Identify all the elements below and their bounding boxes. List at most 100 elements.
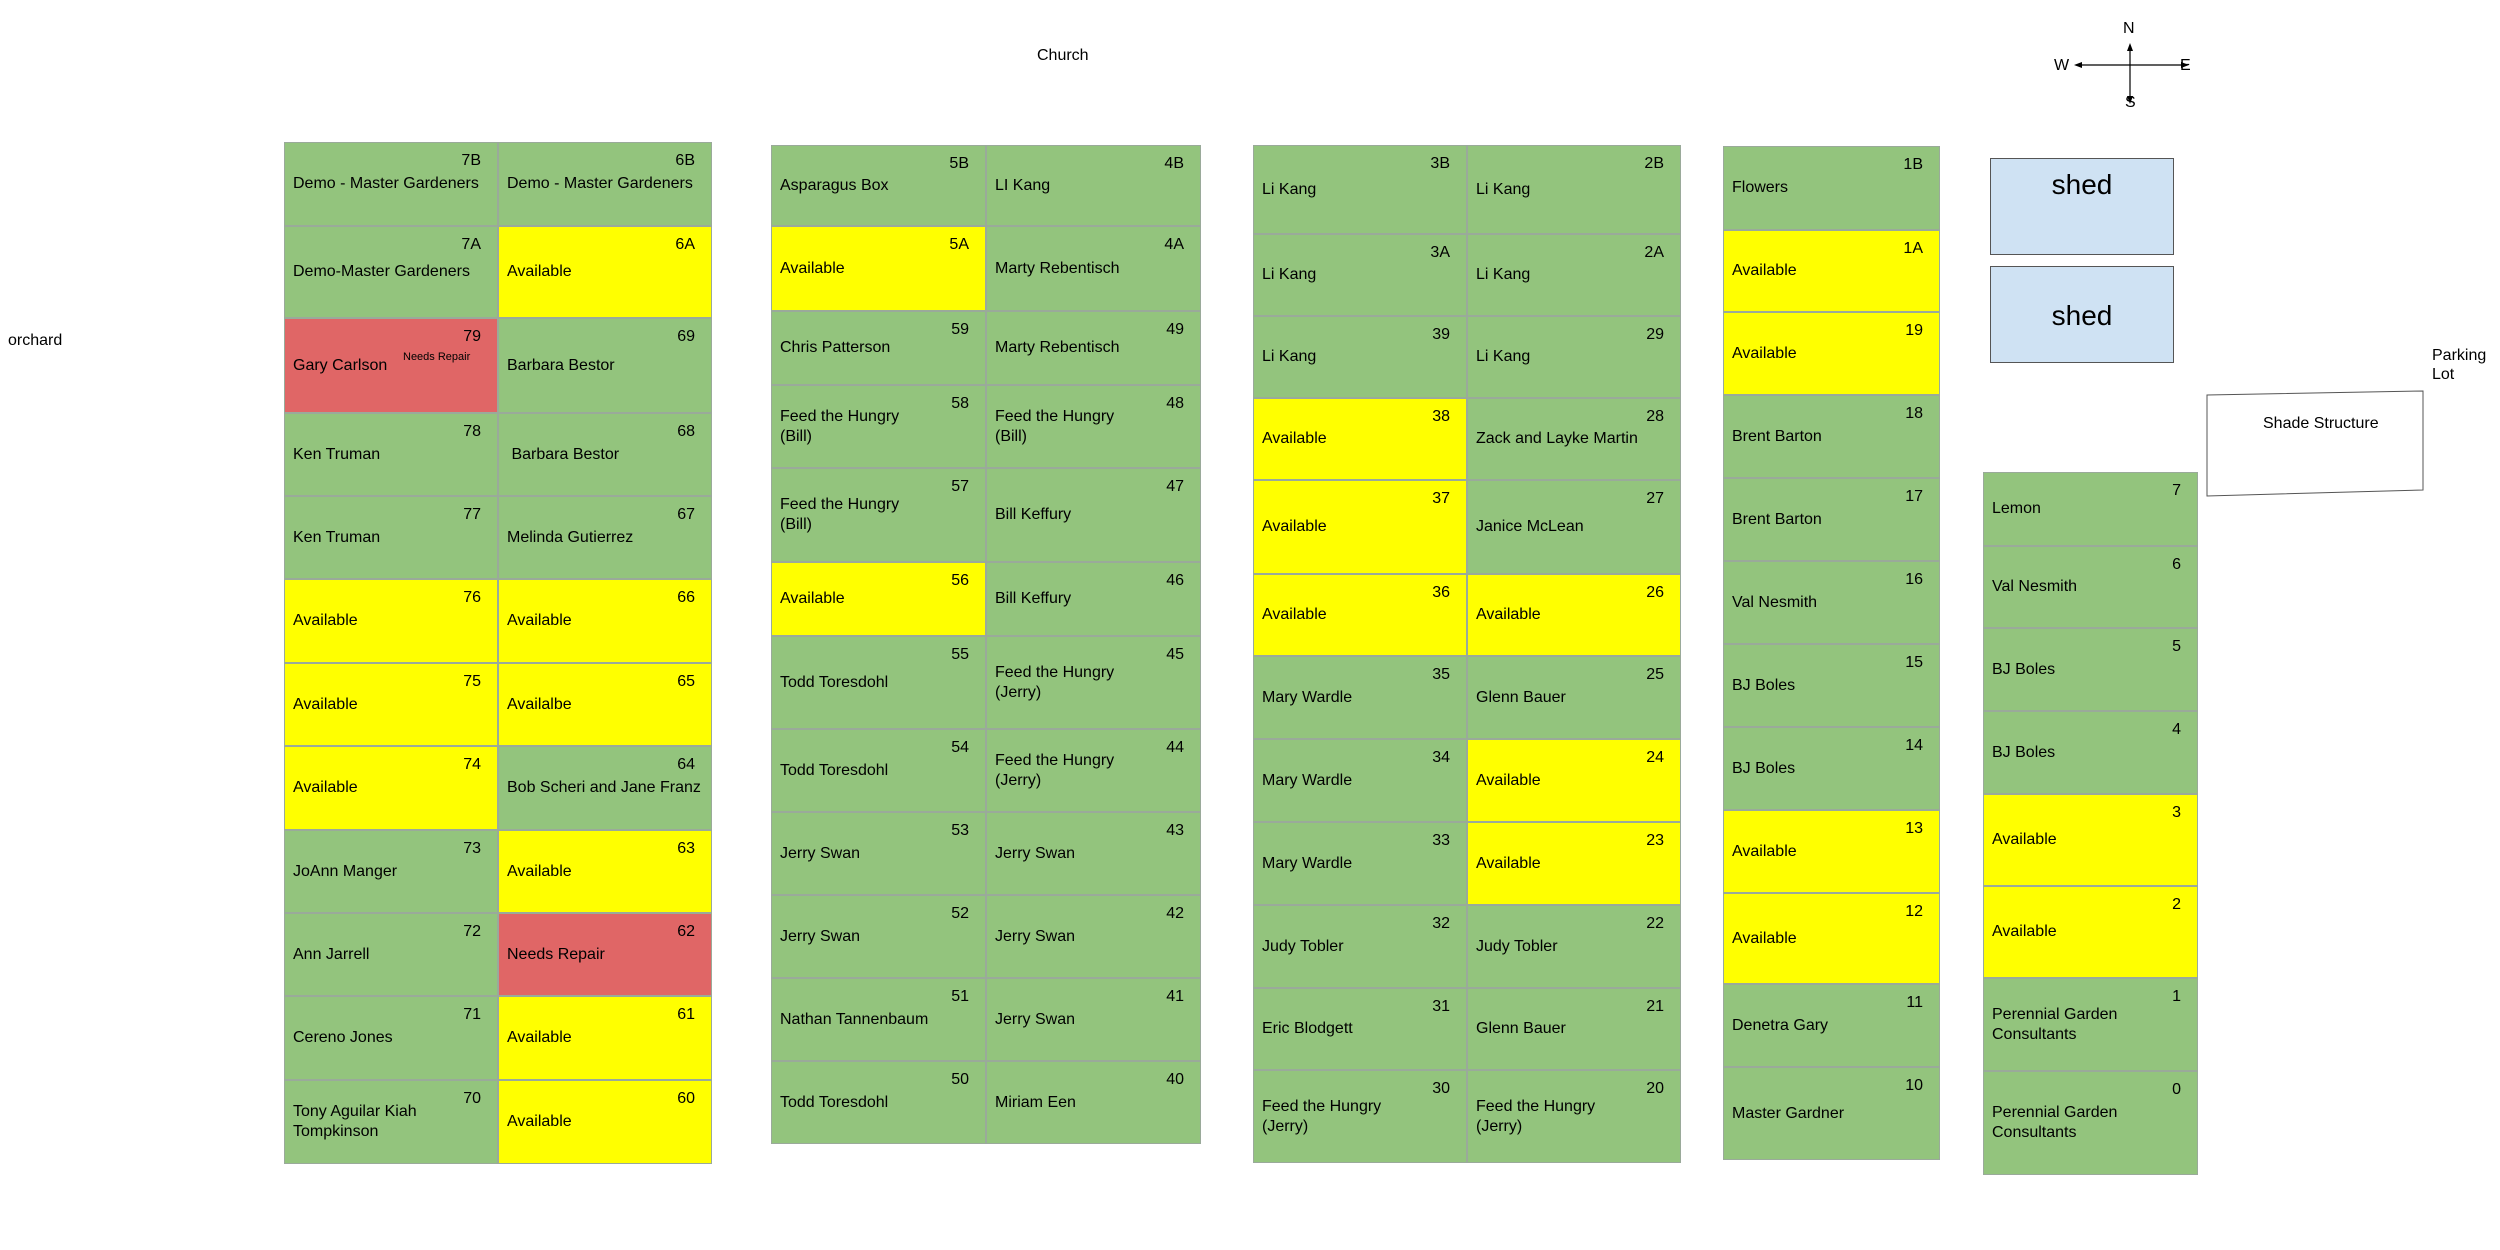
plot-assignee: Feed the Hungry (Jerry) — [1476, 1097, 1596, 1135]
plot-50: 50 Todd Toresdohl — [771, 1061, 986, 1144]
plot-2A: 2A Li Kang — [1467, 234, 1681, 316]
plot-assignee: Tony Aguilar Kiah Tompkinson — [293, 1103, 417, 1140]
plot-assignee: Available — [780, 590, 845, 607]
plot-number: 44 — [1166, 739, 1184, 756]
plot-assignee: Perennial Garden Consultants — [1992, 1005, 2118, 1043]
plot-assignee: Bill Keffury — [995, 590, 1072, 607]
plot-assignee: Available — [1732, 929, 1797, 947]
plot-3: 3 Available — [1983, 794, 2198, 886]
plot-5: 5 BJ Boles — [1983, 628, 2198, 711]
plot-number: 16 — [1905, 571, 1923, 588]
plot-54: 54 Todd Toresdohl — [771, 729, 986, 812]
plot-25: 25 Glenn Bauer — [1467, 656, 1681, 739]
plot-56: 56 Available — [771, 562, 986, 636]
plot-assignee: Available — [1476, 854, 1541, 872]
plot-assignee: BJ Boles — [1992, 660, 2056, 678]
plot-7: 7 Lemon — [1983, 472, 2198, 546]
plot-4A: 4A Marty Rebentisch — [986, 226, 1201, 311]
plot-number: 4A — [1164, 236, 1184, 253]
plot-29: 29 Li Kang — [1467, 316, 1681, 398]
plot-assignee: Available — [780, 259, 845, 277]
plot-assignee: Available — [1732, 262, 1797, 279]
plot-assignee: Available — [1476, 606, 1541, 623]
plot-number: 48 — [1166, 395, 1184, 412]
plot-2: 2 Available — [1983, 886, 2198, 978]
plot-6B: 6B Demo - Master Gardeners — [498, 142, 712, 226]
plot-number: 79 — [463, 328, 481, 345]
plot-assignee: Available — [1262, 518, 1327, 535]
plot-number: 75 — [463, 673, 481, 690]
plot-16: 16 Val Nesmith — [1723, 561, 1940, 644]
plot-number: 2B — [1644, 155, 1664, 172]
plot-number: 14 — [1905, 737, 1923, 754]
plot-assignee: Available — [507, 1113, 572, 1130]
plot-number: 17 — [1905, 488, 1923, 505]
plot-number: 4 — [2172, 721, 2181, 738]
plot-number: 3A — [1430, 244, 1450, 261]
plot-number: 55 — [951, 646, 969, 663]
plot-number: 28 — [1646, 408, 1664, 425]
plot-assignee: Li Kang — [1476, 266, 1531, 283]
plot-assignee: Available — [293, 612, 358, 629]
plot-assignee: Zack and Layke Martin — [1476, 430, 1638, 447]
plot-number: 0 — [2172, 1081, 2181, 1098]
plot-51: 51 Nathan Tannenbaum — [771, 978, 986, 1061]
plot-1B: 1B Flowers — [1723, 146, 1940, 230]
plot-27: 27 Janice McLean — [1467, 480, 1681, 574]
plot-assignee: Needs Repair — [507, 945, 605, 963]
plot-number: 51 — [951, 988, 969, 1005]
plot-72: 72 Ann Jarrell — [284, 913, 498, 996]
plot-number: 27 — [1646, 490, 1664, 507]
plot-36: 36 Available — [1253, 574, 1467, 656]
plot-number: 45 — [1166, 646, 1184, 663]
plot-assignee: Available — [507, 1029, 572, 1046]
plot-2B: 2B Li Kang — [1467, 145, 1681, 234]
plot-3B: 3B Li Kang — [1253, 145, 1467, 234]
plot-assignee: Val Nesmith — [1992, 578, 2078, 595]
plot-assignee: Available — [1732, 344, 1797, 362]
plot-assignee: Cereno Jones — [293, 1029, 393, 1046]
plot-assignee: Available — [1262, 430, 1327, 447]
plot-number: 68 — [677, 423, 695, 440]
plot-assignee: Melinda Gutierrez — [507, 528, 634, 546]
parking-lot-label: Parking Lot — [2432, 347, 2487, 383]
plot-number: 19 — [1905, 322, 1923, 339]
plot-32: 32 Judy Tobler — [1253, 905, 1467, 988]
plot-53: 53 Jerry Swan — [771, 812, 986, 895]
plot-assignee: Todd Toresdohl — [780, 673, 889, 691]
plot-31: 31 Eric Blodgett — [1253, 988, 1467, 1070]
plot-5A: 5A Available — [771, 226, 986, 311]
plot-67: 67 Melinda Gutierrez — [498, 496, 712, 579]
plot-52: 52 Jerry Swan — [771, 895, 986, 978]
compass: N S W E — [2050, 15, 2191, 115]
plot-17: 17 Brent Barton — [1723, 478, 1940, 561]
plot-assignee: BJ Boles — [1732, 759, 1796, 777]
plot-number: 38 — [1432, 408, 1450, 425]
plot-0: 0 Perennial Garden Consultants — [1983, 1071, 2198, 1175]
plot-assignee: Judy Tobler — [1476, 937, 1558, 955]
plot-assignee: Asparagus Box — [780, 176, 889, 194]
plot-assignee: Barbara Bestor — [507, 445, 620, 463]
plot-assignee: Available — [1992, 923, 2057, 940]
plot-assignee: Glenn Bauer — [1476, 688, 1566, 706]
plot-number: 18 — [1905, 405, 1923, 422]
plot-number: 39 — [1432, 326, 1450, 343]
plot-41: 41 Jerry Swan — [986, 978, 1201, 1061]
plot-number: 46 — [1166, 572, 1184, 589]
plot-number: 31 — [1432, 998, 1450, 1015]
plot-number: 2 — [2172, 896, 2181, 913]
plot-assignee: Available — [507, 862, 572, 880]
plot-number: 11 — [1906, 994, 1923, 1011]
plot-number: 60 — [677, 1090, 695, 1107]
plot-75: 75 Available — [284, 663, 498, 746]
shade-structure — [2206, 390, 2424, 497]
plot-1A: 1A Available — [1723, 230, 1940, 312]
plot-20: 20 Feed the Hungry (Jerry) — [1467, 1070, 1681, 1163]
shade-structure-label: Shade Structure — [2263, 415, 2379, 432]
plot-number: 67 — [677, 506, 695, 523]
plot-assignee: Feed the Hungry (Jerry) — [1262, 1097, 1382, 1135]
plot-assignee: Eric Blodgett — [1262, 1020, 1353, 1037]
plot-number: 41 — [1166, 988, 1184, 1005]
plot-number: 15 — [1905, 654, 1923, 671]
plot-7A: 7A Demo-Master Gardeners — [284, 226, 498, 318]
